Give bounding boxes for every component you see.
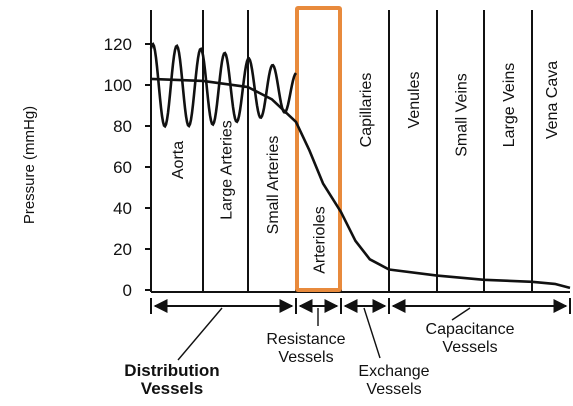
segment-label: Small Veins — [454, 73, 471, 157]
group-label: Capacitance Vessels — [426, 321, 515, 356]
group-leader-line — [451, 307, 471, 321]
group-label: Exchange Vessels — [358, 363, 429, 398]
y-tick-label: 120 — [104, 35, 132, 54]
y-tick-label: 60 — [113, 158, 132, 177]
segment-label: Venules — [406, 72, 423, 129]
group-label: Resistance Vessels — [266, 331, 345, 366]
segment-label: Large Veins — [501, 63, 518, 148]
y-tick-label: 0 — [123, 281, 132, 300]
segment-label: Aorta — [170, 141, 187, 179]
segment-label: Large Arteries — [219, 120, 236, 220]
y-tick-label: 40 — [113, 199, 132, 218]
segment-label: Capillaries — [358, 73, 375, 148]
y-axis-label: Pressure (mmHg) — [21, 106, 38, 224]
group-label: Distribution Vessels — [124, 361, 219, 398]
segment-label: Arterioles — [312, 206, 329, 274]
pulsatile-pressure-curve — [149, 42, 298, 129]
segment-label: Small Arteries — [265, 136, 282, 235]
highlight-box — [295, 6, 342, 292]
y-tick-label: 100 — [104, 76, 132, 95]
y-tick-label: 80 — [113, 117, 132, 136]
mean-pressure-curve — [150, 77, 571, 290]
y-tick-label: 20 — [113, 240, 132, 259]
segment-label: Vena Cava — [544, 61, 561, 139]
group-leader-line — [177, 307, 223, 361]
group-leader-line — [363, 307, 381, 359]
